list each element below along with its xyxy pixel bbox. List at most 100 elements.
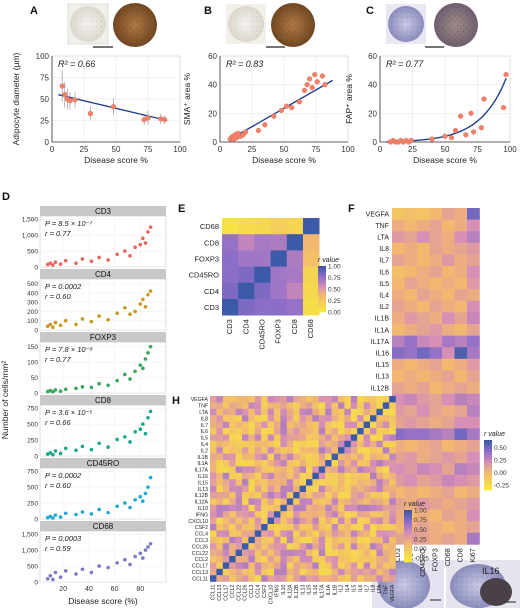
heatmap-cell <box>429 266 443 278</box>
heatmap-cell <box>299 415 307 422</box>
heatmap-cell <box>363 479 371 486</box>
heatmap-cell <box>274 428 281 435</box>
heatmap-cell <box>350 524 358 531</box>
col-label: TNF <box>384 585 390 595</box>
row-label: IL5 <box>379 281 389 288</box>
heatmap-cell <box>344 479 351 486</box>
heatmap-cell <box>344 447 351 454</box>
heatmap-cell <box>242 568 249 576</box>
heatmap-cell <box>318 479 326 486</box>
heatmap-cell <box>280 524 287 531</box>
heatmap-cell <box>392 312 405 325</box>
heatmap-cell <box>242 485 249 493</box>
heatmap-cell <box>242 543 249 550</box>
legend-swatch <box>404 522 412 525</box>
heatmap-cell <box>429 532 443 545</box>
heatmap-cell <box>274 402 281 409</box>
heatmap-cell <box>286 250 304 267</box>
legend-swatch <box>318 287 326 290</box>
heatmap-cell <box>357 543 364 550</box>
heatmap-cell <box>210 556 217 563</box>
heatmap-cell <box>306 568 313 576</box>
legend-tick: 0.50 <box>328 287 341 294</box>
heatmap-cell <box>216 524 223 531</box>
data-point <box>97 507 101 512</box>
heatmap-cell <box>376 556 383 563</box>
y-tick-label: 20 <box>368 109 377 118</box>
heatmap-cell <box>312 466 319 473</box>
y-tick-label: 50 <box>31 375 39 382</box>
data-point <box>45 324 50 329</box>
heatmap-cell <box>216 549 223 557</box>
heatmap-cell <box>312 408 319 416</box>
heatmap-cell <box>306 396 313 403</box>
row-label: IL2 <box>201 448 208 454</box>
heatmap-cell <box>210 568 217 576</box>
heatmap-cell <box>280 568 287 576</box>
y-tick-label: 100 <box>27 360 38 367</box>
legend-swatch <box>484 480 492 483</box>
heatmap-cell <box>312 472 319 480</box>
heatmap-cell <box>344 440 351 448</box>
heatmap-cell <box>382 440 390 448</box>
heatmap-cell <box>248 402 255 409</box>
data-point <box>53 320 58 325</box>
heatmap-cell <box>210 543 217 550</box>
heatmap-cell <box>238 250 255 267</box>
row-label: CCL3 <box>195 538 208 544</box>
heatmap-cell <box>280 453 287 461</box>
heatmap-cell <box>338 498 345 505</box>
heatmap-cell <box>280 415 287 422</box>
heatmap-cell <box>344 562 351 569</box>
legend-swatch <box>484 468 492 471</box>
heatmap-cell <box>429 393 443 406</box>
heatmap-cell <box>242 434 249 441</box>
data-point <box>301 87 308 94</box>
heatmap-cell <box>417 242 430 255</box>
x-tick-label: 50 <box>112 145 121 154</box>
heatmap-cell <box>370 460 377 467</box>
heatmap-cell <box>312 440 319 448</box>
heatmap-cell <box>306 492 313 499</box>
heatmap-cell <box>363 556 371 563</box>
row-label: IL15 <box>198 480 208 486</box>
heatmap-cell <box>392 532 405 545</box>
heatmap-cell <box>442 451 455 464</box>
heatmap-cell <box>429 370 443 383</box>
r-value: r = 0.60 <box>45 481 71 490</box>
heatmap-cell <box>392 231 405 244</box>
heatmap-cell <box>242 575 249 582</box>
heatmap-cell <box>248 536 255 544</box>
data-point <box>471 129 477 135</box>
heatmap-cell <box>216 568 223 576</box>
p-value: P = 7.8 × 10⁻⁸ <box>45 345 93 354</box>
heatmap-cell <box>325 530 332 537</box>
heatmap-cell <box>357 511 364 518</box>
data-point <box>53 513 58 517</box>
heatmap-cell <box>261 575 268 582</box>
heatmap-cell <box>261 556 268 563</box>
heatmap-cell <box>429 440 443 452</box>
heatmap-cell <box>370 543 377 550</box>
heatmap-cell <box>222 556 230 563</box>
heatmap-cell <box>312 543 319 550</box>
legend-swatch <box>484 446 492 449</box>
heatmap-cell <box>229 556 236 563</box>
heatmap-cell <box>350 492 358 499</box>
col-label: CD3 <box>225 319 234 334</box>
heatmap-cell <box>303 282 320 300</box>
heatmap-cell <box>286 556 294 563</box>
heatmap-cell <box>325 402 332 409</box>
heatmap-cell <box>274 562 281 569</box>
legend-tick: 0.25 <box>494 458 507 465</box>
heatmap-cell <box>299 568 307 576</box>
heatmap-cell <box>325 492 332 499</box>
data-point <box>271 113 277 119</box>
heatmap-cell <box>261 485 268 493</box>
y-tick-label: 750 <box>27 406 38 413</box>
heatmap-cell <box>210 434 217 441</box>
x-axis-title: Disease score % <box>252 155 316 165</box>
heatmap-cell <box>382 549 390 557</box>
legend-swatch <box>318 269 326 271</box>
